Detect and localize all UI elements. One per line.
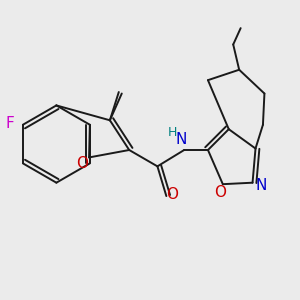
Text: H: H [168, 126, 177, 139]
Text: O: O [166, 187, 178, 202]
Text: O: O [214, 185, 226, 200]
Text: F: F [5, 116, 14, 131]
Text: N: N [176, 132, 187, 147]
Text: N: N [255, 178, 267, 193]
Text: O: O [76, 156, 88, 171]
